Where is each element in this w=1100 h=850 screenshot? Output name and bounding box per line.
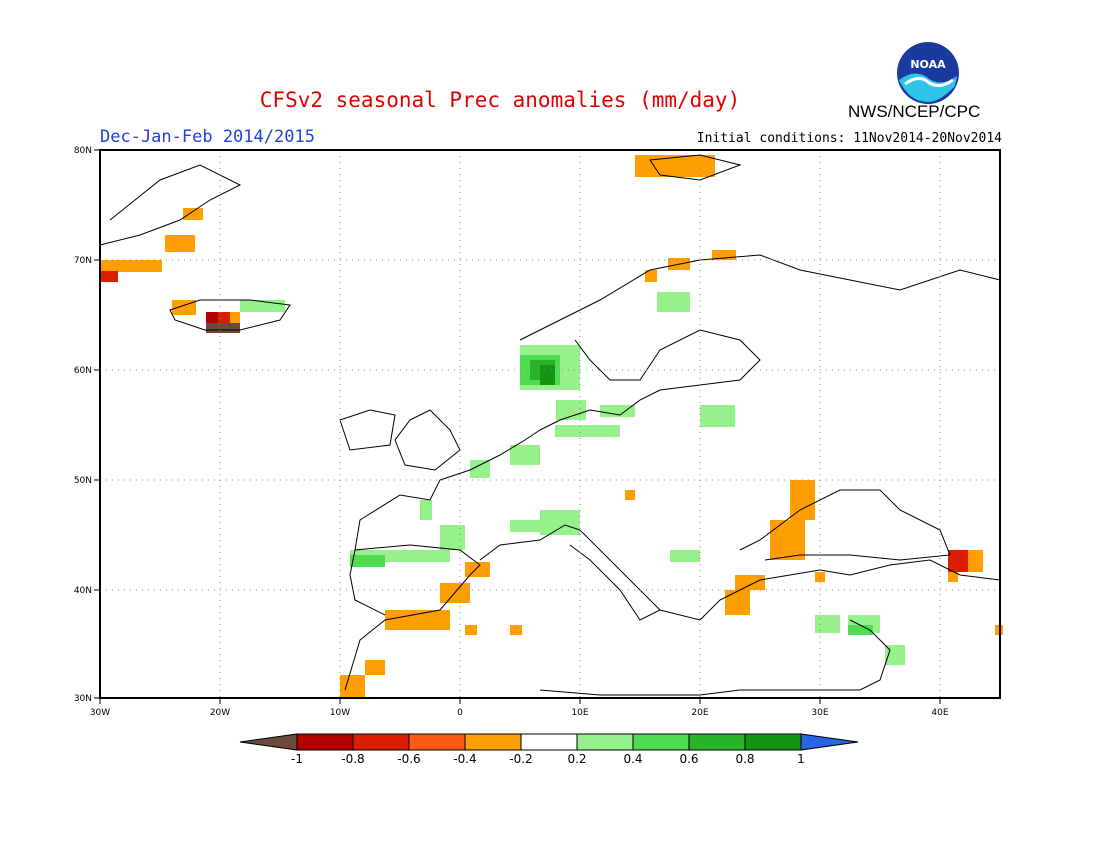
colorbar-label: -0.2: [509, 752, 532, 766]
lat-tick-label: 40N: [74, 586, 92, 596]
colorbar-label: -0.8: [341, 752, 364, 766]
colorbar-label: 1: [797, 752, 805, 766]
colorbar: [239, 733, 859, 751]
lat-tick-label: 50N: [74, 476, 92, 486]
lon-tick-label: 30E: [811, 708, 828, 718]
colorbar-left-arrow: [239, 733, 298, 751]
colorbar-label: 0.8: [735, 752, 754, 766]
lat-tick-label: 30N: [74, 694, 92, 704]
graticule: [100, 150, 1000, 698]
season-label: Dec-Jan-Feb 2014/2015: [100, 127, 315, 147]
anomaly-shading: [100, 155, 1003, 698]
colorbar-label: 0.2: [567, 752, 586, 766]
lon-tick-label: 10W: [330, 708, 350, 718]
lon-tick-label: 20W: [210, 708, 230, 718]
lon-tick-label: 30W: [90, 708, 110, 718]
noaa-logo-icon: NOAA: [897, 42, 959, 104]
lat-tick-label: 70N: [74, 256, 92, 266]
colorbar-right-arrow: [800, 733, 859, 751]
lon-tick-label: 0: [457, 708, 463, 718]
lon-tick-label: 40E: [931, 708, 948, 718]
lat-tick-labels: 80N 70N 60N 50N 40N 30N: [74, 146, 92, 704]
colorbar-label: -0.6: [397, 752, 420, 766]
lon-tick-label: 10E: [571, 708, 588, 718]
agency-label: NWS/NCEP/CPC: [848, 102, 981, 121]
colorbar-label: 0.6: [679, 752, 698, 766]
colorbar-labels: -1 -0.8 -0.6 -0.4 -0.2 0.2 0.4 0.6 0.8 1: [291, 752, 805, 766]
lat-tick-label: 60N: [74, 366, 92, 376]
map-title: CFSv2 seasonal Prec anomalies (mm/day): [259, 88, 741, 112]
lat-tick-label: 80N: [74, 146, 92, 156]
colorbar-label: -0.4: [453, 752, 476, 766]
coastlines: [99, 154, 1001, 696]
initial-conditions-label: Initial conditions: 11Nov2014-20Nov2014: [696, 131, 1002, 146]
colorbar-label: -1: [291, 752, 303, 766]
colorbar-label: 0.4: [623, 752, 642, 766]
lon-tick-label: 20E: [691, 708, 708, 718]
lon-tick-labels: 30W 20W 10W 0 10E 20E 30E 40E: [90, 708, 949, 718]
svg-text:NOAA: NOAA: [910, 58, 946, 71]
map-frame: [99, 149, 1001, 699]
